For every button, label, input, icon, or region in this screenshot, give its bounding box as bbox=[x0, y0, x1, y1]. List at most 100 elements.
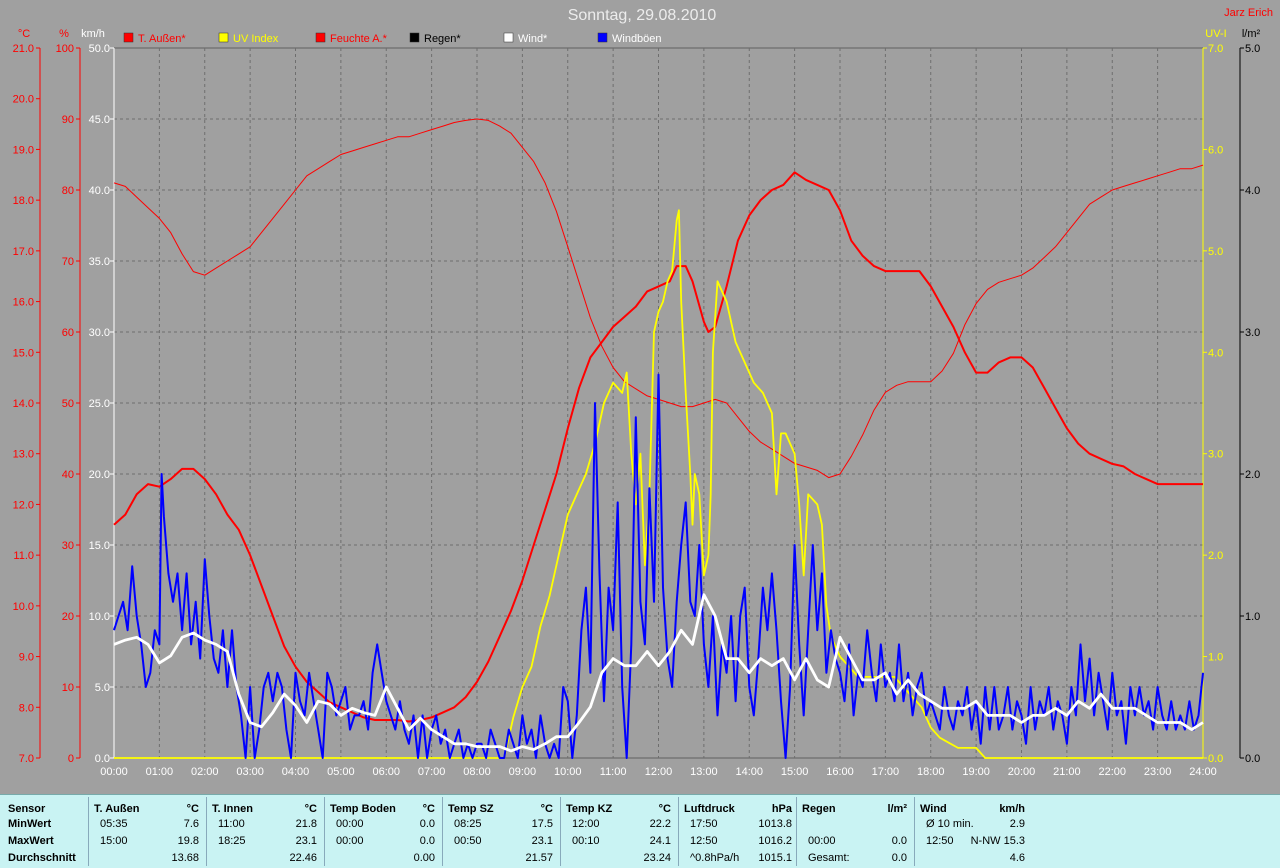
stats-cell: 12:50 bbox=[926, 835, 954, 847]
stats-cell: 0.0 bbox=[419, 835, 435, 847]
stats-row-label: MaxWert bbox=[8, 835, 54, 847]
humidity-tick-label: 80 bbox=[62, 185, 74, 197]
humidity-tick-label: 40 bbox=[62, 469, 74, 481]
temp-tick-label: 18.0 bbox=[13, 195, 34, 207]
temp-tick-label: 17.0 bbox=[13, 246, 34, 258]
stats-separator bbox=[678, 797, 679, 866]
x-tick-label: 17:00 bbox=[872, 766, 900, 778]
stats-cell: 1015.1 bbox=[758, 852, 792, 864]
wind-tick-label: 30.0 bbox=[89, 327, 110, 339]
rain-tick-label: 3.0 bbox=[1245, 327, 1260, 339]
x-tick-label: 14:00 bbox=[735, 766, 763, 778]
weather-chart: Sonntag, 29.08.2010 Jarz Erich °C % km/h… bbox=[12, 7, 1273, 778]
x-tick-label: 05:00 bbox=[327, 766, 355, 778]
temp-tick-label: 13.0 bbox=[13, 449, 34, 461]
stats-cell: °C bbox=[186, 803, 199, 815]
legend: T. Außen* UV Index Feuchte A.* Regen* Wind* W… bbox=[123, 32, 662, 45]
temp-tick-label: 10.0 bbox=[13, 601, 34, 613]
temp-tick-label: 16.0 bbox=[13, 297, 34, 309]
stats-cell: hPa bbox=[771, 803, 792, 815]
stats-cell: 05:35 bbox=[100, 818, 128, 830]
legend-label: Regen* bbox=[424, 33, 461, 45]
stats-cell: Ø 10 min. bbox=[926, 818, 974, 830]
stats-row-labels: Sensor MinWert MaxWert Durchschnitt bbox=[8, 795, 88, 868]
stats-cell: 17:50 bbox=[690, 818, 718, 830]
temp-tick-label: 19.0 bbox=[13, 144, 34, 156]
wind-tick-label: 45.0 bbox=[89, 114, 110, 126]
stats-block: Temp Boden °C 00:00 0.0 00:00 0.0 0.00 bbox=[330, 795, 435, 868]
stats-cell: 23.24 bbox=[643, 852, 671, 864]
temp-tick-label: 9.0 bbox=[19, 652, 34, 664]
stats-cell: 21.57 bbox=[525, 852, 553, 864]
stats-cell: km/h bbox=[999, 803, 1025, 815]
humidity-tick-label: 30 bbox=[62, 540, 74, 552]
stats-cell: Temp Boden bbox=[330, 803, 396, 815]
x-tick-label: 19:00 bbox=[962, 766, 990, 778]
stats-cell: 13.68 bbox=[171, 852, 199, 864]
stats-separator bbox=[206, 797, 207, 866]
rain-tick-label: 2.0 bbox=[1245, 469, 1260, 481]
uv-unit-label: UV-I bbox=[1205, 28, 1226, 40]
series-line-t-au-en bbox=[113, 171, 1203, 723]
legend-swatch bbox=[503, 32, 514, 43]
wind-tick-label: 10.0 bbox=[89, 611, 110, 623]
stats-separator bbox=[324, 797, 325, 866]
rain-tick-label: 0.0 bbox=[1245, 753, 1260, 765]
temp-tick-label: 14.0 bbox=[13, 398, 34, 410]
stats-cell: N-NW 15.3 bbox=[970, 835, 1025, 847]
legend-label: T. Außen* bbox=[138, 33, 186, 45]
uv-tick-label: 7.0 bbox=[1208, 43, 1223, 55]
legend-label: Wind* bbox=[518, 33, 548, 45]
x-tick-label: 12:00 bbox=[645, 766, 673, 778]
stats-cell: 17.5 bbox=[531, 818, 553, 830]
uv-tick-label: 0.0 bbox=[1208, 753, 1223, 765]
stats-cell: 0.00 bbox=[413, 852, 435, 864]
stats-cell: 7.6 bbox=[183, 818, 199, 830]
stats-cell: 21.8 bbox=[295, 818, 317, 830]
stats-cell: 0.0 bbox=[891, 852, 907, 864]
stats-cell: 23.1 bbox=[531, 835, 553, 847]
stats-cell: 22.2 bbox=[649, 818, 671, 830]
x-tick-label: 09:00 bbox=[509, 766, 537, 778]
stats-cell: T. Innen bbox=[212, 803, 253, 815]
rain-tick-label: 5.0 bbox=[1245, 43, 1260, 55]
chart-title: Sonntag, 29.08.2010 bbox=[568, 7, 717, 24]
temp-unit-label: °C bbox=[18, 28, 30, 40]
stats-row-label: Sensor bbox=[8, 803, 46, 815]
stats-cell: 00:00 bbox=[336, 835, 364, 847]
rain-tick-label: 4.0 bbox=[1245, 185, 1260, 197]
x-tick-label: 08:00 bbox=[463, 766, 491, 778]
stats-block: Luftdruck hPa 17:50 1013.8 12:50 1016.2 ^0.8hP… bbox=[684, 795, 792, 868]
stats-cell: Temp KZ bbox=[566, 803, 613, 815]
stats-cell: l/m² bbox=[887, 803, 907, 815]
stats-cell: °C bbox=[540, 803, 553, 815]
stats-cell: °C bbox=[658, 803, 671, 815]
stats-cell: 12:00 bbox=[572, 818, 600, 830]
x-tick-label: 24:00 bbox=[1189, 766, 1217, 778]
legend-swatch bbox=[123, 32, 134, 43]
stats-cell: 00:50 bbox=[454, 835, 482, 847]
stats-cell: 2.9 bbox=[1009, 818, 1025, 830]
legend-label: UV Index bbox=[233, 33, 279, 45]
stats-block: T. Innen °C 11:00 21.8 18:25 23.1 22.46 bbox=[212, 795, 317, 868]
stats-cell: 19.8 bbox=[177, 835, 199, 847]
chart-series bbox=[113, 118, 1204, 759]
uv-tick-label: 1.0 bbox=[1208, 652, 1223, 664]
x-tick-label: 18:00 bbox=[917, 766, 945, 778]
wind-tick-label: 50.0 bbox=[89, 43, 110, 55]
stats-cell: 0.0 bbox=[891, 835, 907, 847]
legend-swatch bbox=[315, 32, 326, 43]
stats-cell: 11:00 bbox=[218, 818, 245, 830]
stats-row-label: MinWert bbox=[8, 818, 52, 830]
stats-cell: T. Außen bbox=[94, 803, 140, 815]
stats-cell: 1016.2 bbox=[758, 835, 792, 847]
stats-block: T. Außen °C 05:35 7.6 15:00 19.8 13.68 bbox=[94, 795, 199, 868]
stats-cell: Regen bbox=[802, 803, 836, 815]
stats-cell: 0.0 bbox=[419, 818, 435, 830]
rain-unit-label: l/m² bbox=[1242, 28, 1261, 40]
legend-label: Feuchte A.* bbox=[330, 33, 388, 45]
wind-unit-label: km/h bbox=[81, 28, 105, 40]
uv-tick-label: 5.0 bbox=[1208, 246, 1223, 258]
stats-separator bbox=[796, 797, 797, 866]
humidity-tick-label: 90 bbox=[62, 114, 74, 126]
